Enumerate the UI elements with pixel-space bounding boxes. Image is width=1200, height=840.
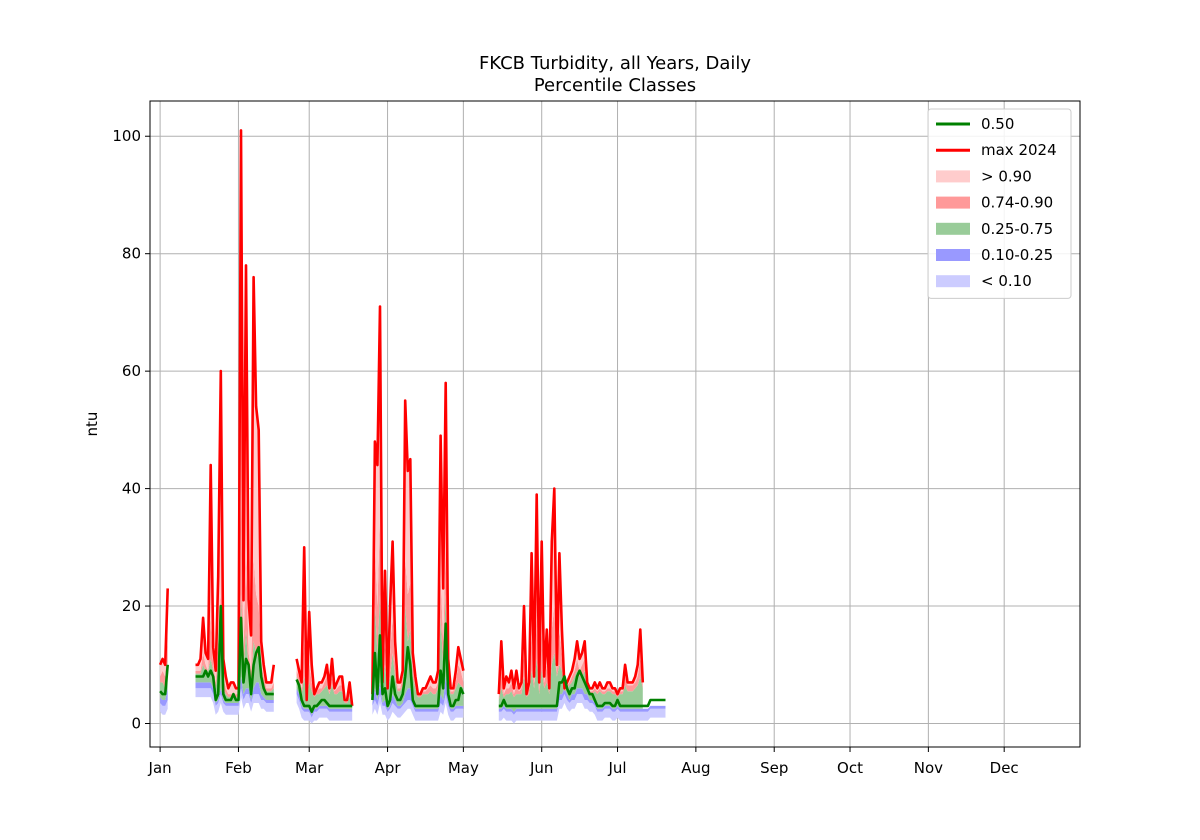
legend-label: max 2024 xyxy=(981,141,1057,159)
x-tick-label: Aug xyxy=(681,759,710,777)
series-line-median xyxy=(498,669,666,708)
y-tick-label: 0 xyxy=(131,715,141,733)
chart-subtitle: Percentile Classes xyxy=(534,75,696,96)
legend-label: < 0.10 xyxy=(981,272,1032,290)
band-p25-75 xyxy=(498,653,643,712)
chart-title: FKCB Turbidity, all Years, Daily xyxy=(479,53,751,74)
x-tick-label: Oct xyxy=(837,759,863,777)
band-p25-75 xyxy=(195,594,274,703)
series-line-median xyxy=(295,678,353,714)
band-p10-25 xyxy=(195,676,274,706)
x-axis: Jan Feb Mar Apr May Jun Jul Aug Sep Oct Nov Dec xyxy=(148,747,1019,777)
legend-label: 0.25-0.75 xyxy=(981,220,1053,238)
legend-patch-swatch xyxy=(936,170,970,183)
legend-patch-swatch xyxy=(936,196,970,209)
band-p10-25 xyxy=(160,688,168,706)
series-line-max-2024 xyxy=(158,588,169,667)
band-p10-25 xyxy=(498,688,666,715)
plot-frame xyxy=(149,100,1081,748)
legend-label: 0.50 xyxy=(981,115,1014,133)
x-tick-label: Apr xyxy=(375,759,402,777)
band-p10-25 xyxy=(296,688,353,718)
y-tick-label: 40 xyxy=(122,480,141,498)
band-gt90 xyxy=(195,130,274,695)
band-p74-90 xyxy=(296,641,353,706)
legend-patch-swatch xyxy=(936,275,970,288)
x-tick-label: Mar xyxy=(295,759,324,777)
x-tick-label: Sep xyxy=(760,759,788,777)
y-tick-label: 20 xyxy=(122,597,141,615)
series-line-max-2024 xyxy=(497,487,645,696)
x-tick-label: May xyxy=(448,759,479,777)
series-line-median xyxy=(195,604,274,702)
series-line-median xyxy=(159,664,169,696)
x-tick-label: Feb xyxy=(225,759,252,777)
x-tick-label: Jun xyxy=(529,759,553,777)
y-tick-label: 80 xyxy=(122,245,141,263)
y-tick-label: 100 xyxy=(112,127,141,145)
x-tick-label: Jan xyxy=(148,759,172,777)
series-line-max-2024 xyxy=(195,129,276,690)
legend-label: 0.10-0.25 xyxy=(981,246,1053,264)
series-line-median xyxy=(371,622,465,708)
x-tick-label: Jul xyxy=(607,759,626,777)
y-axis: 0 20 40 60 80 100 xyxy=(112,127,150,733)
y-axis-label: ntu xyxy=(83,412,101,437)
band-gt90 xyxy=(296,547,353,706)
band-p10-25 xyxy=(372,676,464,712)
legend-patch-swatch xyxy=(936,222,970,235)
band-p74-90 xyxy=(372,518,464,698)
band-lt10 xyxy=(160,700,168,715)
band-lt10 xyxy=(372,694,464,721)
band-lt10 xyxy=(195,688,274,715)
legend-label: > 0.90 xyxy=(981,167,1032,185)
legend-label: 0.74-0.90 xyxy=(981,194,1053,212)
series-line-max-2024 xyxy=(371,305,465,696)
y-tick-label: 60 xyxy=(122,362,141,380)
x-tick-label: Nov xyxy=(914,759,943,777)
band-lt10 xyxy=(498,694,666,724)
legend: 0.50 max 2024 > 0.90 0.74-0.90 0.25-0.75 0.10… xyxy=(927,108,1072,299)
series-lines xyxy=(158,129,666,714)
legend-patch-swatch xyxy=(936,249,970,261)
series-line-max-2024 xyxy=(295,546,354,707)
x-tick-label: Dec xyxy=(990,759,1019,777)
band-gt90 xyxy=(498,488,643,698)
